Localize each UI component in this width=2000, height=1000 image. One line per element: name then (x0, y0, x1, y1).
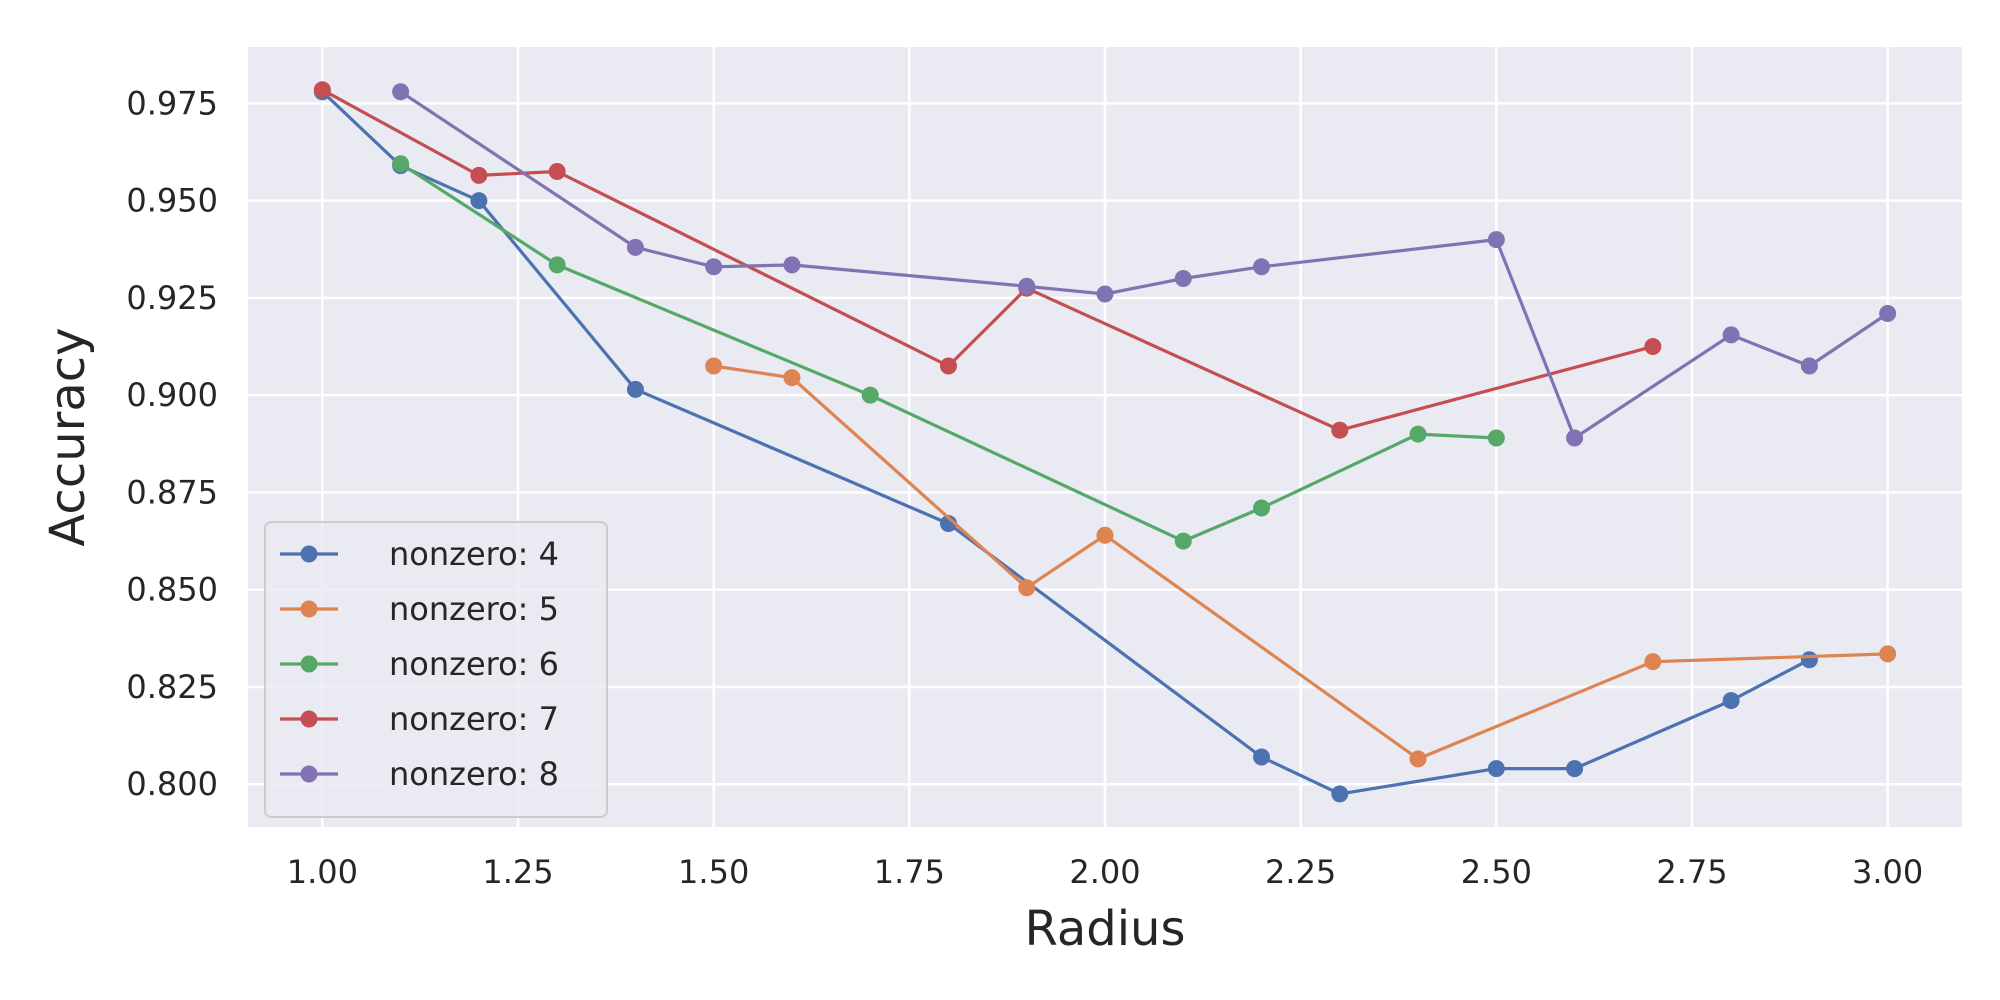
data-point (1253, 258, 1271, 276)
legend-label: nonzero: 7 (389, 700, 559, 738)
data-point (1800, 651, 1818, 669)
x-axis-ticks: 1.00 1.25 1.50 1.75 2.00 2.25 2.50 2.75 3.00 (287, 853, 1924, 891)
x-tick-label: 1.00 (287, 853, 358, 891)
legend-label: nonzero: 5 (389, 590, 559, 628)
series-5 (392, 83, 1897, 447)
y-tick-label: 0.900 (126, 376, 218, 414)
y-tick-label: 0.850 (126, 571, 218, 609)
data-point (1722, 326, 1740, 344)
data-point (1800, 357, 1818, 375)
legend-item: nonzero: 5 (280, 590, 559, 628)
y-tick-label: 0.800 (126, 765, 218, 803)
data-point (1879, 645, 1897, 663)
legend-item: nonzero: 6 (280, 645, 559, 683)
x-tick-label: 2.50 (1461, 853, 1532, 891)
data-point (626, 380, 644, 398)
data-point (548, 256, 566, 274)
data-point (1487, 429, 1505, 447)
data-point (1174, 269, 1192, 287)
x-tick-label: 2.25 (1265, 853, 1336, 891)
data-point (1566, 760, 1584, 778)
data-point (705, 258, 723, 276)
data-point (1253, 499, 1271, 517)
legend-box (264, 521, 608, 818)
x-tick-label: 2.75 (1656, 853, 1727, 891)
series-layer (313, 81, 1897, 803)
data-point (1566, 429, 1584, 447)
y-axis-label: Accuracy (40, 327, 96, 546)
data-point (1409, 425, 1427, 443)
data-point (1487, 760, 1505, 778)
y-tick-label: 0.925 (126, 279, 218, 317)
series-2 (705, 357, 1897, 768)
legend-item: nonzero: 4 (280, 535, 559, 573)
legend-marker (300, 710, 318, 728)
data-point (313, 81, 331, 99)
data-point (1487, 231, 1505, 249)
legend-label: nonzero: 8 (389, 755, 559, 793)
data-point (1174, 532, 1192, 550)
data-point (1879, 304, 1897, 322)
data-point (1096, 526, 1114, 544)
data-point (1253, 748, 1271, 766)
x-tick-label: 1.25 (482, 853, 553, 891)
data-point (939, 515, 957, 533)
data-point (939, 357, 957, 375)
legend-item: nonzero: 7 (280, 700, 559, 738)
y-tick-label: 0.875 (126, 473, 218, 511)
y-tick-label: 0.825 (126, 668, 218, 706)
data-point (1331, 785, 1349, 803)
data-point (1409, 750, 1427, 768)
data-point (861, 386, 879, 404)
data-point (392, 83, 410, 101)
x-axis-label: Radius (1025, 901, 1186, 957)
y-axis-ticks: 0.800 0.825 0.850 0.875 0.900 0.925 0.950 0.975 (126, 84, 218, 803)
legend-marker (300, 655, 318, 673)
data-point (1722, 692, 1740, 710)
legend: nonzero: 4 nonzero: 5 nonzero: 6 nonzero: 7… (264, 521, 608, 818)
data-point (1018, 579, 1036, 597)
legend-marker (300, 765, 318, 783)
data-point (1644, 338, 1662, 356)
legend-label: nonzero: 4 (389, 535, 559, 573)
data-point (1096, 285, 1114, 303)
data-point (548, 162, 566, 180)
legend-marker (300, 600, 318, 618)
data-point (1018, 277, 1036, 295)
data-point (626, 238, 644, 256)
data-point (783, 256, 801, 274)
x-tick-label: 3.00 (1852, 853, 1923, 891)
series-3 (392, 155, 1505, 550)
legend-label: nonzero: 6 (389, 645, 559, 683)
x-tick-label: 2.00 (1069, 853, 1140, 891)
x-tick-label: 1.75 (874, 853, 945, 891)
data-point (705, 357, 723, 375)
data-point (1644, 653, 1662, 671)
data-point (392, 155, 410, 173)
legend-item: nonzero: 8 (280, 755, 559, 793)
y-tick-label: 0.975 (126, 84, 218, 122)
data-point (1331, 421, 1349, 439)
y-tick-label: 0.950 (126, 182, 218, 220)
data-point (470, 192, 488, 210)
legend-marker (300, 545, 318, 563)
x-tick-label: 1.50 (678, 853, 749, 891)
data-point (470, 166, 488, 184)
data-point (783, 369, 801, 387)
